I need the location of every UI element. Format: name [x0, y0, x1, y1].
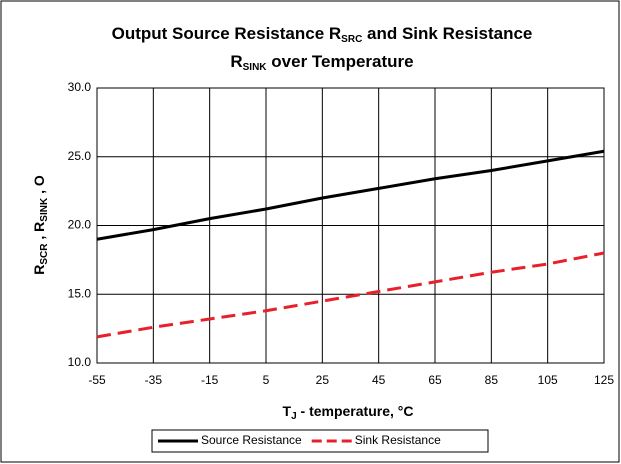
y-tick-label: 25.0: [68, 149, 92, 163]
series-line: [96, 251, 605, 339]
title-part: SINK: [243, 62, 268, 73]
label-part: , R: [31, 222, 47, 244]
x-tick-label: -15: [201, 373, 219, 387]
x-tick-label: -35: [145, 373, 163, 387]
label-part: SCR: [39, 243, 50, 265]
label-part: T: [283, 403, 292, 419]
chart-title: RSINK over Temperature: [230, 52, 413, 72]
y-tick-label: 20.0: [68, 218, 92, 232]
x-tick-label: 65: [428, 373, 442, 387]
title-part: Output Source Resistance R: [112, 24, 342, 43]
label-part: J: [291, 411, 297, 422]
title-part: over Temperature: [267, 52, 414, 71]
label-part: SINK: [39, 197, 50, 222]
y-tick-label: 30.0: [68, 80, 92, 94]
x-tick-label: 25: [316, 373, 330, 387]
label-part: - temperature, °C: [297, 403, 414, 419]
x-tick-label: 105: [538, 373, 558, 387]
x-axis-label: TJ - temperature, °C: [283, 403, 414, 422]
legend-label: Source Resistance: [201, 433, 302, 447]
y-axis-label: RSCR , RSINK , O: [31, 175, 50, 275]
label-part: R: [31, 265, 47, 275]
legend-label: Sink Resistance: [355, 433, 441, 447]
title-part: and Sink Resistance: [362, 24, 532, 43]
series-line: [96, 149, 605, 241]
x-tick-label: 85: [485, 373, 499, 387]
plot-border: [96, 87, 605, 364]
title-part: SRC: [341, 34, 362, 45]
y-tick-label: 10.0: [68, 355, 92, 369]
y-tick-label: 15.0: [68, 286, 92, 300]
chart-title: Output Source Resistance RSRC and Sink R…: [112, 24, 533, 44]
x-tick-label: 45: [372, 373, 386, 387]
title-part: R: [230, 52, 242, 71]
x-tick-label: 125: [594, 373, 614, 387]
x-tick-label: 5: [263, 373, 270, 387]
label-part: , O: [31, 175, 47, 198]
x-tick-label: -55: [88, 373, 106, 387]
